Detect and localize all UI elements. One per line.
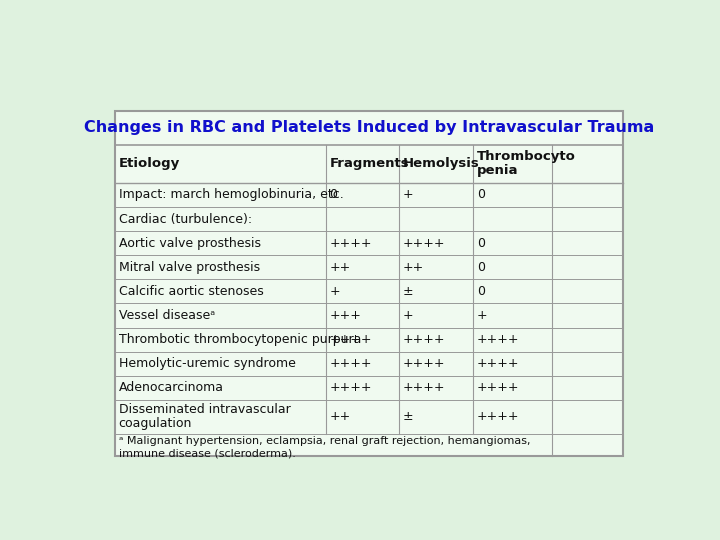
Text: +++: +++ bbox=[329, 309, 361, 322]
Text: ++++: ++++ bbox=[477, 410, 519, 423]
Text: ++++: ++++ bbox=[329, 237, 372, 249]
Text: +: + bbox=[329, 285, 340, 298]
Text: Cardiac (turbulence):: Cardiac (turbulence): bbox=[119, 213, 252, 226]
Text: +: + bbox=[477, 309, 487, 322]
Text: Adenocarcinoma: Adenocarcinoma bbox=[119, 381, 224, 394]
Text: Changes in RBC and Platelets Induced by Intravascular Trauma: Changes in RBC and Platelets Induced by … bbox=[84, 120, 654, 135]
Text: ±: ± bbox=[403, 285, 414, 298]
Text: Thrombotic thrombocytopenic purpura: Thrombotic thrombocytopenic purpura bbox=[119, 333, 361, 346]
Text: Calcific aortic stenoses: Calcific aortic stenoses bbox=[119, 285, 264, 298]
Text: ᵃ Malignant hypertension, eclampsia, renal graft rejection, hemangiomas,
immune : ᵃ Malignant hypertension, eclampsia, ren… bbox=[119, 436, 530, 458]
Bar bbox=[115, 111, 623, 456]
Text: ++++: ++++ bbox=[403, 333, 446, 346]
Text: Etiology: Etiology bbox=[119, 157, 180, 170]
Text: ++++: ++++ bbox=[403, 237, 446, 249]
Text: Mitral valve prosthesis: Mitral valve prosthesis bbox=[119, 261, 260, 274]
Text: ++++: ++++ bbox=[477, 357, 519, 370]
Text: Thrombocyto
penia: Thrombocyto penia bbox=[477, 150, 575, 177]
Text: Hemolytic-uremic syndrome: Hemolytic-uremic syndrome bbox=[119, 357, 295, 370]
Text: Aortic valve prosthesis: Aortic valve prosthesis bbox=[119, 237, 261, 249]
Text: ++++: ++++ bbox=[477, 333, 519, 346]
Text: ++: ++ bbox=[403, 261, 424, 274]
Text: ++: ++ bbox=[329, 261, 351, 274]
Text: 0: 0 bbox=[477, 285, 485, 298]
Text: +: + bbox=[403, 309, 414, 322]
Text: ++++: ++++ bbox=[329, 357, 372, 370]
Text: 0: 0 bbox=[329, 188, 338, 201]
Text: ++++: ++++ bbox=[329, 381, 372, 394]
Text: ++++: ++++ bbox=[403, 357, 446, 370]
Text: Fragments: Fragments bbox=[329, 157, 409, 170]
Text: +: + bbox=[403, 188, 414, 201]
Text: ++: ++ bbox=[329, 410, 351, 423]
Text: Vessel diseaseᵃ: Vessel diseaseᵃ bbox=[119, 309, 215, 322]
Text: 0: 0 bbox=[477, 261, 485, 274]
Text: ++++: ++++ bbox=[403, 381, 446, 394]
Text: ±: ± bbox=[403, 410, 414, 423]
Text: 0: 0 bbox=[477, 188, 485, 201]
Text: ++++: ++++ bbox=[477, 381, 519, 394]
Text: Impact: march hemoglobinuria, etc.: Impact: march hemoglobinuria, etc. bbox=[119, 188, 343, 201]
Text: Disseminated intravascular
coagulation: Disseminated intravascular coagulation bbox=[119, 403, 290, 430]
Text: Hemolysis: Hemolysis bbox=[403, 157, 480, 170]
Text: 0: 0 bbox=[477, 237, 485, 249]
Text: ++++: ++++ bbox=[329, 333, 372, 346]
